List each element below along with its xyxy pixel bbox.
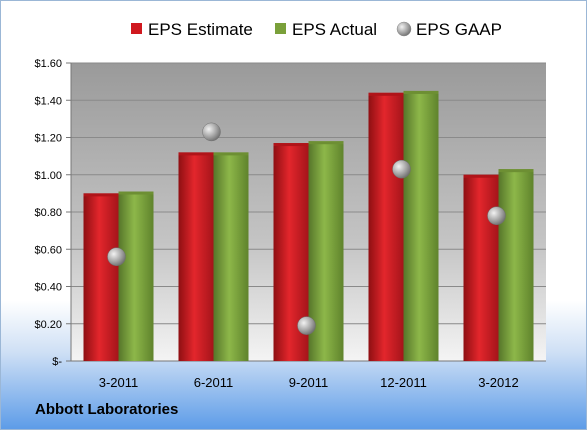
actual-bar-top — [213, 152, 249, 156]
y-tick-label: $1.20 — [34, 133, 62, 145]
legend-estimate-label: EPS Estimate — [148, 20, 253, 39]
x-category-label: 3-2011 — [99, 375, 139, 390]
y-tick-label: $0.60 — [34, 244, 62, 256]
legend-actual-swatch — [275, 23, 286, 34]
gaap-marker — [487, 206, 506, 225]
legend-actual-label: EPS Actual — [292, 20, 377, 39]
estimate-bar-top — [83, 193, 119, 197]
x-category-label: 12-2011 — [380, 375, 427, 390]
legend-gaap-swatch — [396, 21, 412, 37]
legend-estimate-swatch — [131, 23, 142, 34]
gaap-markers — [107, 122, 506, 335]
actual-bar — [403, 90, 439, 361]
gaap-marker — [107, 247, 126, 266]
estimate-bar — [83, 193, 119, 361]
legend-gaap-label: EPS GAAP — [416, 20, 502, 39]
estimate-bar-top — [273, 143, 309, 147]
estimate-bar-top — [368, 92, 404, 96]
estimate-bar — [178, 152, 214, 361]
x-category-label: 9-2011 — [289, 375, 329, 390]
actual-bar — [213, 152, 249, 361]
y-tick-label: $1.60 — [34, 58, 62, 70]
x-category-label: 6-2011 — [194, 375, 234, 390]
gaap-marker — [297, 316, 316, 335]
y-tick-label: $- — [52, 356, 62, 368]
bars — [83, 90, 534, 362]
gaap-marker — [202, 122, 221, 142]
company-name: Abbott Laboratories — [35, 401, 179, 418]
x-axis-categories: 3-2011 6-2011 9-2011 12-2011 3-2012 — [99, 375, 519, 390]
actual-bar-top — [498, 169, 534, 173]
estimate-bar — [368, 92, 404, 362]
actual-bar — [118, 191, 154, 361]
y-tick-label: $0.80 — [34, 207, 62, 219]
legend: EPS Estimate EPS Actual EPS GAAP — [131, 20, 502, 39]
y-tick-label: $1.40 — [34, 95, 62, 107]
y-axis-ticks: $- $0.20 $0.40 $0.60 $0.80 $1.00 $1.20 $1.40 $1.… — [34, 58, 62, 368]
estimate-bar-top — [178, 152, 214, 156]
y-tick-label: $0.40 — [34, 282, 62, 294]
actual-bar-top — [403, 90, 439, 94]
y-tick-label: $1.00 — [34, 170, 62, 182]
estimate-bar — [463, 174, 499, 361]
actual-bar-top — [118, 191, 154, 195]
y-tick-label: $0.20 — [34, 319, 62, 331]
x-category-label: 3-2012 — [478, 375, 518, 390]
estimate-bar-top — [463, 174, 499, 178]
actual-bar — [498, 169, 534, 361]
actual-bar-top — [308, 141, 344, 145]
gaap-marker — [392, 159, 411, 179]
